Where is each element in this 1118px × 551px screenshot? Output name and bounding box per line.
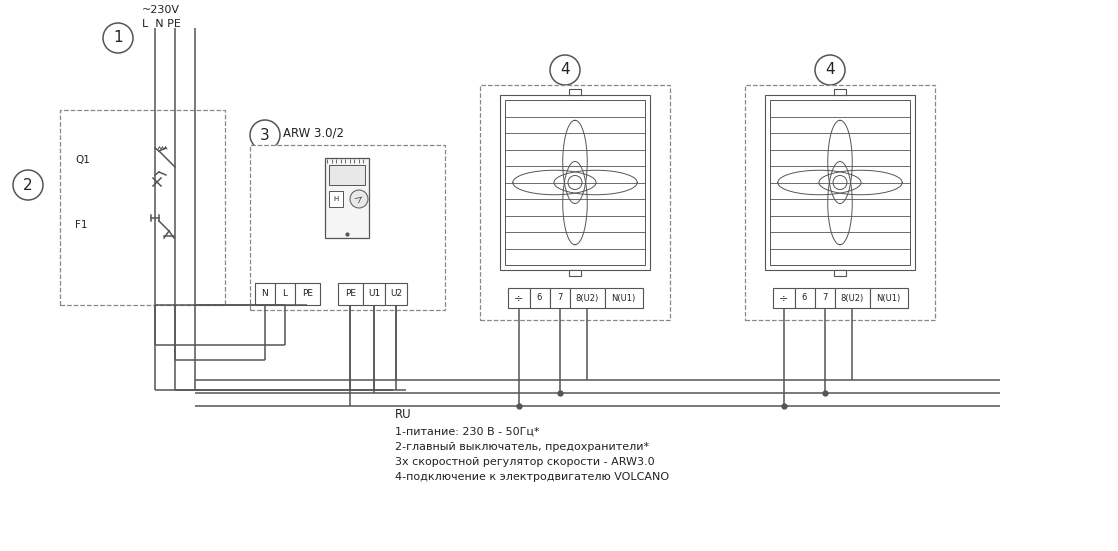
Text: 2: 2: [23, 177, 32, 192]
Bar: [255, 283, 275, 305]
Bar: [765, 95, 915, 270]
Bar: [250, 145, 445, 310]
Circle shape: [350, 190, 368, 208]
Bar: [338, 283, 363, 305]
Bar: [870, 288, 908, 308]
Bar: [569, 270, 581, 276]
Text: 4: 4: [825, 62, 835, 78]
Bar: [530, 288, 550, 308]
Circle shape: [833, 176, 847, 190]
Text: U1: U1: [368, 289, 380, 299]
Circle shape: [250, 120, 280, 150]
Bar: [500, 95, 650, 270]
Bar: [834, 288, 870, 308]
Text: 7: 7: [557, 294, 562, 302]
Bar: [770, 100, 910, 265]
Text: PE: PE: [302, 289, 313, 299]
Bar: [329, 165, 364, 185]
Bar: [505, 100, 645, 265]
Text: 8(U2): 8(U2): [841, 294, 863, 302]
Bar: [385, 283, 407, 305]
Text: N(U1): N(U1): [612, 294, 636, 302]
Text: L: L: [283, 289, 287, 299]
Bar: [834, 270, 846, 276]
Text: Q1: Q1: [75, 155, 89, 165]
Text: PE: PE: [345, 289, 356, 299]
Bar: [325, 158, 369, 238]
Circle shape: [550, 55, 580, 85]
Bar: [834, 89, 846, 95]
Bar: [605, 288, 643, 308]
Text: 8(U2): 8(U2): [576, 294, 598, 302]
Text: 1: 1: [113, 30, 123, 46]
Circle shape: [103, 23, 133, 53]
Text: 3х скоростной регулятор скорости - ARW3.0: 3х скоростной регулятор скорости - ARW3.…: [395, 457, 655, 467]
Text: 6: 6: [537, 294, 542, 302]
Text: 1-питание: 230 В - 50Гц*: 1-питание: 230 В - 50Гц*: [395, 427, 540, 437]
Bar: [569, 89, 581, 95]
Text: 6: 6: [802, 294, 807, 302]
Bar: [295, 283, 320, 305]
Bar: [275, 283, 295, 305]
Text: F1: F1: [75, 220, 87, 230]
Bar: [550, 288, 569, 308]
Text: ÷: ÷: [779, 293, 788, 303]
Text: 4: 4: [560, 62, 570, 78]
Text: N: N: [262, 289, 268, 299]
Bar: [569, 288, 605, 308]
Text: 4-подключение к электродвигателю VOLCANO: 4-подключение к электродвигателю VOLCANO: [395, 472, 670, 482]
Text: ÷: ÷: [514, 293, 523, 303]
Bar: [773, 288, 795, 308]
Text: ~230V: ~230V: [142, 5, 180, 15]
Bar: [815, 288, 834, 308]
Circle shape: [568, 176, 582, 190]
Text: 2-главный выключатель, предохранители*: 2-главный выключатель, предохранители*: [395, 442, 650, 452]
Text: U2: U2: [390, 289, 402, 299]
Bar: [795, 288, 815, 308]
Bar: [480, 85, 670, 320]
Text: ARW 3.0/2: ARW 3.0/2: [283, 127, 344, 139]
Text: 3: 3: [260, 127, 269, 143]
Bar: [363, 283, 385, 305]
Bar: [329, 191, 343, 207]
Bar: [60, 110, 225, 305]
Text: H: H: [333, 196, 339, 202]
Circle shape: [815, 55, 845, 85]
Circle shape: [13, 170, 42, 200]
Text: 7: 7: [822, 294, 827, 302]
Text: L  N PE: L N PE: [142, 19, 181, 29]
Bar: [508, 288, 530, 308]
Text: N(U1): N(U1): [877, 294, 901, 302]
Text: RU: RU: [395, 408, 411, 422]
Bar: [745, 85, 935, 320]
